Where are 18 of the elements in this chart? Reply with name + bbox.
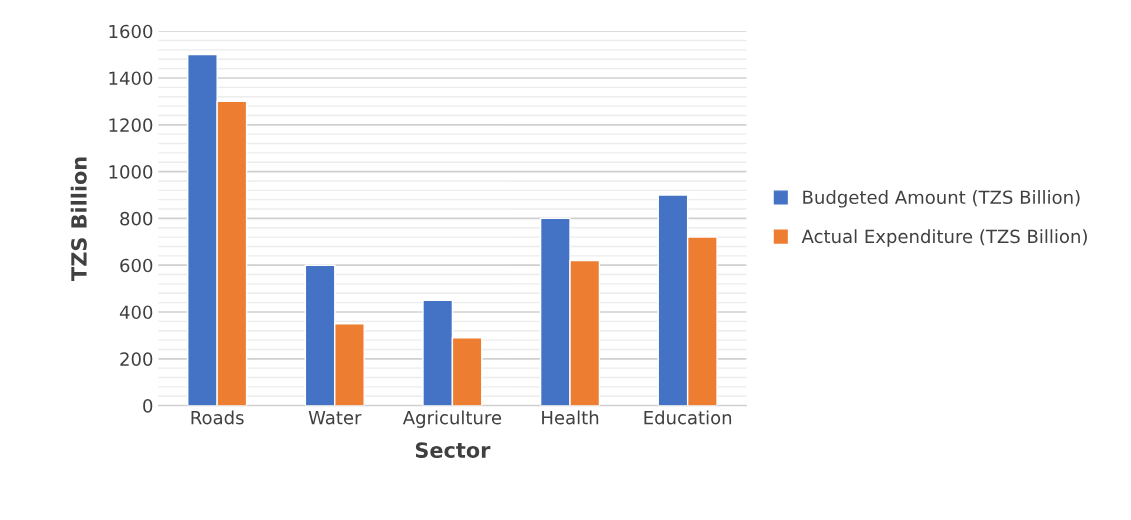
x-tick-label: Roads	[191, 410, 244, 425]
y-tick-label: 0	[143, 399, 153, 413]
y-tick-label: 400	[119, 305, 153, 320]
y-tick-label: 1000	[109, 165, 153, 179]
y-tick-label: 800	[120, 211, 153, 226]
y-tick-label: 200	[120, 352, 153, 366]
x-tick-label: Agriculture	[402, 410, 502, 428]
x-tick-label: Water	[308, 411, 362, 425]
y-axis-title: TZS Billion	[70, 157, 87, 281]
y-tick-label: 1200	[109, 118, 153, 132]
x-tick-label: Education	[644, 410, 732, 425]
x-axis-title: Sector	[415, 442, 491, 458]
legend-label: Budgeted Amount (TZS Billion)	[803, 190, 1080, 208]
x-tick-label: Health	[542, 410, 599, 425]
legend-label: Actual Expenditure (TZS Billion)	[801, 229, 1087, 247]
y-tick-label: 1400	[109, 71, 153, 86]
y-tick-label: 1600	[109, 24, 153, 39]
y-tick-label: 600	[120, 258, 153, 273]
